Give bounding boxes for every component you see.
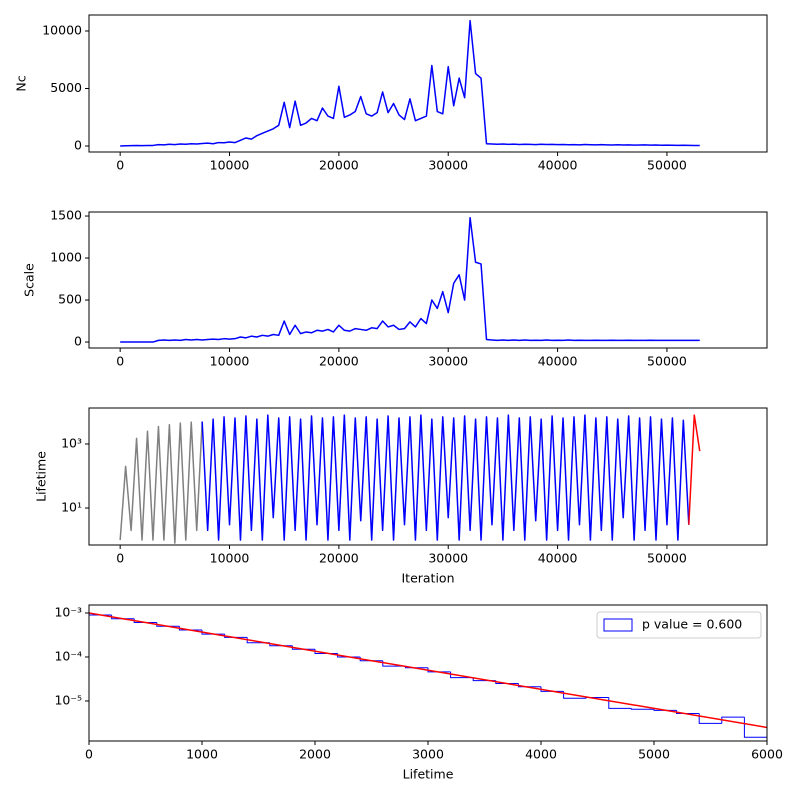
x-tick-label: 0 xyxy=(116,354,124,369)
x-tick-label: 30000 xyxy=(428,158,468,173)
y-tick-label: 10⁻³ xyxy=(54,604,82,619)
axes-frame xyxy=(88,14,768,153)
y-axis-label: Nc xyxy=(14,75,29,91)
y-tick-label: 10000 xyxy=(42,22,82,37)
data-line xyxy=(688,414,701,525)
data-line xyxy=(120,19,700,147)
y-tick-label: 0 xyxy=(74,138,82,153)
y-tick-label: 1500 xyxy=(50,208,82,223)
y-axis-label: Scale xyxy=(22,263,37,297)
x-axis-label: Iteration xyxy=(401,571,454,586)
x-axis-label: Lifetime xyxy=(403,767,454,782)
histogram-step xyxy=(427,667,451,673)
x-tick-label: 40000 xyxy=(538,551,578,566)
x-tick-label: 2000 xyxy=(299,747,331,762)
x-tick-label: 0 xyxy=(85,747,93,762)
x-tick-label: 50000 xyxy=(647,354,687,369)
y-axis-label: Lifetime xyxy=(34,451,49,502)
plot-area xyxy=(89,612,767,741)
plot-area xyxy=(120,216,700,343)
axes-frame xyxy=(88,407,768,546)
histogram-step xyxy=(517,683,541,688)
x-tick-label: 10000 xyxy=(210,158,250,173)
x-tick-label: 3000 xyxy=(412,747,444,762)
y-tick-label: 500 xyxy=(58,292,82,307)
x-tick-label: 40000 xyxy=(538,158,578,173)
x-tick-label: 30000 xyxy=(428,354,468,369)
x-tick-label: 40000 xyxy=(538,354,578,369)
legend-box xyxy=(596,611,762,639)
y-tick-label: 10⁻⁵ xyxy=(54,692,82,707)
histogram-step xyxy=(676,710,700,714)
x-tick-label: 50000 xyxy=(647,158,687,173)
legend-label: p value = 0.600 xyxy=(642,617,742,632)
y-tick-label: 5000 xyxy=(50,80,82,95)
plot-area xyxy=(119,414,701,544)
y-tick-label: 1000 xyxy=(50,250,82,265)
y-tick-label: 10¹ xyxy=(61,500,82,515)
x-tick-label: 0 xyxy=(116,158,124,173)
data-line xyxy=(120,216,700,343)
histogram-step xyxy=(630,708,654,710)
data-line xyxy=(201,414,690,541)
x-tick-label: 5000 xyxy=(638,747,670,762)
plot-area xyxy=(120,19,700,147)
histogram-step xyxy=(743,717,767,741)
x-tick-label: 20000 xyxy=(319,158,359,173)
histogram-step xyxy=(89,614,112,741)
x-tick-label: 10000 xyxy=(210,551,250,566)
legend-patch xyxy=(603,618,633,632)
y-tick-label: 10³ xyxy=(61,435,82,450)
x-tick-label: 1000 xyxy=(186,747,218,762)
fit-line xyxy=(89,612,767,729)
data-line xyxy=(119,421,203,544)
x-tick-label: 0 xyxy=(116,551,124,566)
x-tick-label: 50000 xyxy=(647,551,687,566)
y-tick-label: 0 xyxy=(74,334,82,349)
histogram-step xyxy=(721,716,745,724)
x-tick-label: 20000 xyxy=(319,551,359,566)
x-tick-label: 10000 xyxy=(210,354,250,369)
axes-frame xyxy=(88,211,768,349)
y-tick-label: 10⁻⁴ xyxy=(54,648,82,663)
x-tick-label: 20000 xyxy=(319,354,359,369)
axes-frame xyxy=(88,604,768,742)
x-tick-label: 6000 xyxy=(751,747,783,762)
x-tick-label: 4000 xyxy=(525,747,557,762)
x-tick-label: 30000 xyxy=(428,551,468,566)
